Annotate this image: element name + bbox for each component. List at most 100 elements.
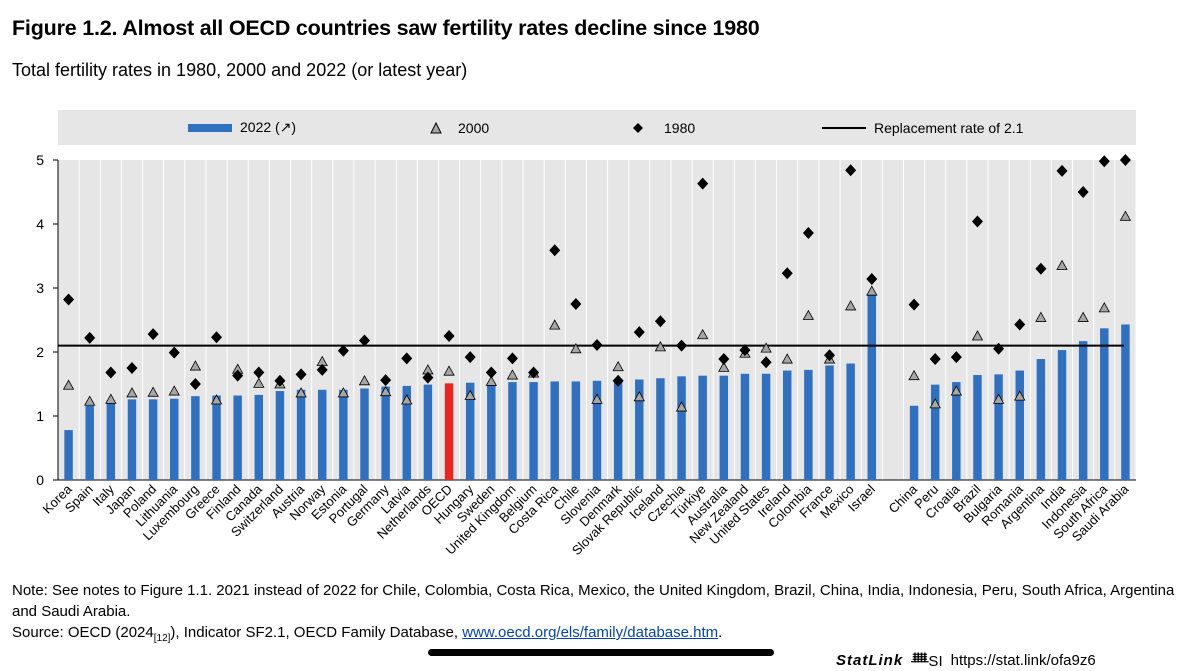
bar	[170, 398, 179, 480]
diamond-point	[295, 368, 307, 381]
bar	[233, 395, 242, 480]
triangle-point	[1098, 302, 1110, 313]
source-suffix: .	[718, 624, 723, 641]
legend-label-2000: 2000	[458, 119, 490, 136]
triangle-point	[168, 385, 180, 396]
bar	[909, 405, 919, 480]
bar	[148, 399, 158, 480]
diamond-point	[993, 342, 1005, 355]
diamond-point	[422, 371, 434, 384]
bar	[952, 382, 961, 480]
diamond-point	[1056, 164, 1068, 177]
triangle-point	[506, 369, 519, 380]
triangle-point	[1035, 311, 1047, 322]
triangle-point	[570, 342, 582, 354]
bar	[85, 405, 94, 480]
diamond-point	[506, 352, 518, 365]
triangle-point	[253, 377, 265, 388]
triangle-point	[210, 394, 223, 405]
bar	[254, 394, 264, 480]
bar	[592, 380, 602, 480]
triangle-point	[971, 330, 984, 341]
diamond-point	[676, 339, 688, 352]
diamond-point	[697, 177, 709, 190]
page-title: Figure 1.2. Almost all OECD countries sa…	[12, 16, 760, 40]
bar	[846, 363, 855, 480]
diamond-point	[105, 366, 117, 379]
diamond-point	[633, 326, 645, 339]
diamond-point	[485, 366, 497, 379]
bar	[804, 369, 813, 480]
bar	[212, 395, 221, 480]
bar	[930, 384, 940, 480]
y-tick-label: 0	[36, 472, 44, 488]
bar	[677, 376, 686, 480]
triangle-point	[126, 387, 138, 398]
bar	[487, 382, 496, 480]
legend-line-swatch	[822, 126, 866, 129]
triangle-point	[591, 393, 603, 404]
bar	[381, 386, 390, 480]
diamond-point	[274, 374, 286, 387]
triangle-point	[908, 369, 920, 381]
triangle-point	[633, 390, 645, 402]
diamond-point	[739, 344, 751, 357]
bar	[1100, 328, 1109, 480]
source-middle: ), Indicator SF2.1, OECD Family Database…	[170, 624, 463, 641]
diamond-point	[866, 273, 878, 286]
statlink-url[interactable]: https://stat.link/ofa9z6	[950, 652, 1096, 669]
triangle-point	[337, 387, 350, 398]
triangle-point	[443, 365, 455, 376]
bar	[1036, 359, 1046, 480]
diamond-point	[718, 353, 730, 366]
diamond-point	[401, 352, 413, 365]
triangle-point	[1014, 390, 1026, 401]
diamond-marker-icon	[633, 122, 643, 133]
bar	[360, 388, 369, 480]
bar	[740, 373, 750, 480]
bar	[719, 375, 729, 480]
diamond-point	[971, 215, 983, 228]
triangle-point	[62, 379, 75, 390]
triangle-point	[1119, 210, 1132, 221]
triangle-point	[802, 309, 815, 320]
y-tick-label: 2	[36, 344, 44, 360]
legend-item-2022: 2022 (↗)	[188, 110, 296, 145]
bar	[867, 295, 877, 480]
diamond-point	[147, 328, 159, 341]
bar	[1015, 370, 1024, 480]
statlink[interactable]: StatLink ᚙSI https://stat.link/ofa9z6	[836, 650, 1096, 671]
triangle-point	[844, 300, 857, 311]
diamond-point	[570, 298, 582, 310]
bar	[339, 389, 348, 480]
bar	[444, 383, 454, 480]
footnote: Note: See notes to Figure 1.1. 2021 inst…	[12, 582, 1175, 620]
diamond-point	[443, 330, 455, 342]
source-link[interactable]: www.oecd.org/els/family/database.htm	[462, 624, 719, 641]
diamond-point	[802, 226, 814, 239]
diamond-point	[824, 349, 836, 362]
statlink-brand: StatLink	[836, 652, 904, 669]
diamond-point	[1119, 154, 1131, 166]
bar	[698, 375, 707, 480]
diamond-point	[232, 369, 244, 382]
diamond-point	[760, 356, 772, 369]
triangle-point	[992, 393, 1005, 404]
legend-item-2000: 2000	[430, 110, 489, 145]
bar	[973, 375, 982, 480]
bar	[317, 389, 327, 480]
diamond-point	[84, 331, 96, 344]
triangle-point	[147, 386, 159, 397]
horizontal-scrollbar[interactable]	[428, 649, 774, 656]
triangle-point	[950, 385, 963, 396]
diamond-point	[612, 374, 624, 387]
triangle-point	[105, 393, 117, 404]
triangle-point	[464, 389, 476, 400]
diamond-point	[63, 293, 75, 306]
diamond-point	[908, 298, 920, 311]
triangle-point	[929, 398, 941, 409]
bar	[465, 382, 475, 480]
triangle-point	[697, 328, 709, 340]
legend-label-1980: 1980	[664, 119, 696, 136]
bar	[825, 365, 834, 480]
